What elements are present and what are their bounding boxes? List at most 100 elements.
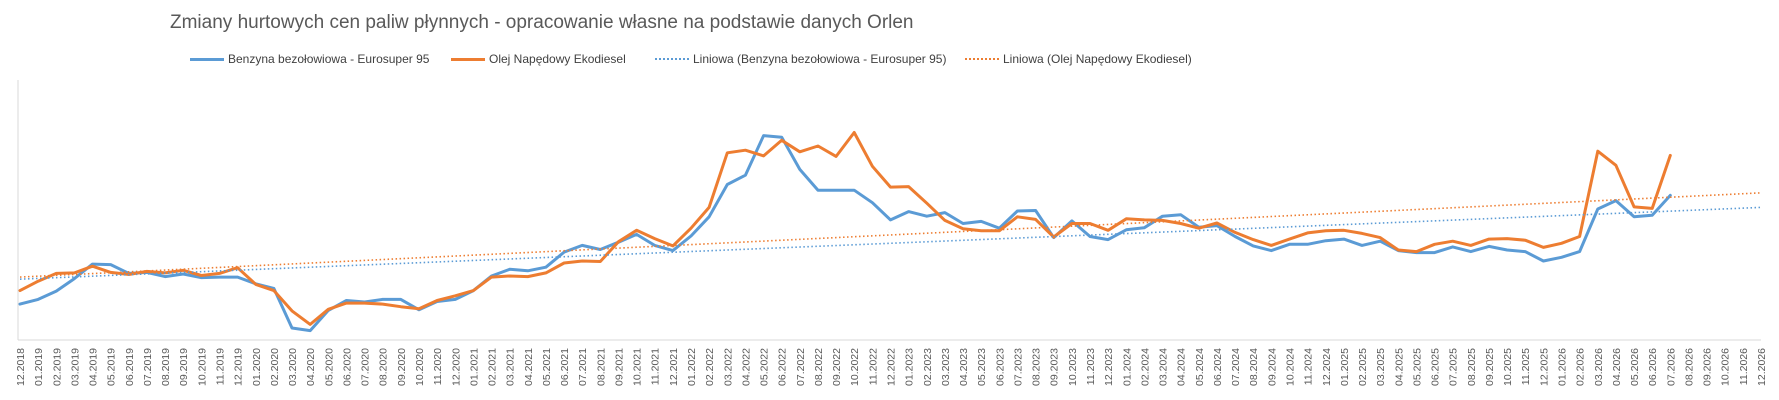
x-tick-label: 04.2024 (1176, 348, 1188, 386)
x-tick-label: 12.2018 (15, 348, 27, 386)
x-tick-label: 10.2020 (414, 348, 426, 386)
x-tick-label: 11.2026 (1738, 348, 1750, 385)
x-tick-label: 10.2021 (632, 348, 644, 386)
x-tick-label: 01.2023 (904, 348, 916, 386)
x-tick-label: 02.2026 (1575, 348, 1587, 386)
legend-item-diesel: Olej Napędowy Ekodiesel (451, 52, 626, 66)
x-tick-label: 09.2025 (1484, 348, 1496, 386)
x-tick-label: 10.2025 (1502, 348, 1514, 386)
x-tick-label: 12.2024 (1321, 348, 1333, 386)
legend-swatch-benzyna (190, 57, 224, 61)
x-tick-label: 04.2022 (740, 348, 752, 386)
x-tick-label: 08.2023 (1031, 348, 1043, 386)
x-tick-label: 03.2025 (1375, 348, 1387, 386)
x-tick-label: 05.2021 (541, 348, 553, 386)
x-tick-label: 11.2025 (1520, 348, 1532, 385)
x-tick-label: 05.2025 (1411, 348, 1423, 386)
x-tick-label: 01.2020 (251, 348, 263, 386)
x-tick-label: 09.2021 (613, 348, 625, 386)
x-tick-label: 10.2022 (849, 348, 861, 386)
x-tick-label: 08.2019 (160, 348, 172, 386)
x-tick-label: 05.2023 (976, 348, 988, 386)
x-tick-label: 08.2025 (1466, 348, 1478, 386)
x-tick-label: 12.2022 (886, 348, 898, 386)
x-tick-label: 12.2025 (1538, 348, 1550, 386)
x-tick-label: 08.2026 (1683, 348, 1695, 386)
x-tick-label: 11.2023 (1085, 348, 1097, 385)
x-tick-label: 01.2025 (1339, 348, 1351, 386)
x-tick-label: 02.2024 (1139, 348, 1151, 386)
x-tick-label: 09.2019 (178, 348, 190, 386)
x-tick-label: 12.2023 (1103, 348, 1115, 386)
x-tick-label: 02.2022 (704, 348, 716, 386)
legend-item-benzyna: Benzyna bezołowiowa - Eurosuper 95 (190, 52, 429, 66)
x-tick-label: 11.2024 (1303, 348, 1315, 385)
x-tick-label: 03.2024 (1158, 348, 1170, 386)
legend-swatch-diesel (451, 57, 485, 61)
x-tick-label: 04.2019 (88, 348, 100, 386)
x-tick-label: 05.2020 (323, 348, 335, 386)
trend-line-3 (19, 192, 1762, 278)
x-tick-label: 06.2023 (994, 348, 1006, 386)
x-tick-label: 01.2022 (686, 348, 698, 386)
x-tick-label: 07.2026 (1665, 348, 1677, 386)
legend-label-trend-diesel: Liniowa (Olej Napędowy Ekodiesel) (1003, 52, 1192, 66)
x-tick-label: 02.2023 (922, 348, 934, 386)
x-tick-label: 10.2026 (1720, 348, 1732, 386)
x-tick-label: 08.2024 (1248, 348, 1260, 386)
x-tick-label: 04.2025 (1393, 348, 1405, 386)
x-tick-label: 11.2021 (650, 348, 662, 385)
x-tick-label: 06.2020 (341, 348, 353, 386)
x-tick-label: 08.2021 (595, 348, 607, 386)
x-tick-label: 02.2021 (487, 348, 499, 386)
x-tick-label: 08.2022 (813, 348, 825, 386)
x-tick-label: 03.2026 (1593, 348, 1605, 386)
x-tick-label: 10.2023 (1067, 348, 1079, 386)
x-tick-label: 09.2022 (831, 348, 843, 386)
legend-label-diesel: Olej Napędowy Ekodiesel (489, 52, 626, 66)
x-tick-label: 01.2024 (1121, 348, 1133, 386)
x-tick-label: 12.2020 (450, 348, 462, 386)
x-tick-label: 09.2020 (396, 348, 408, 386)
chart-title: Zmiany hurtowych cen paliw płynnych - op… (170, 12, 914, 33)
x-tick-label: 04.2020 (305, 348, 317, 386)
x-tick-label: 06.2019 (124, 348, 136, 386)
series-line-0 (18, 134, 1672, 333)
x-tick-label: 07.2021 (577, 348, 589, 386)
x-tick-label: 03.2019 (69, 348, 81, 386)
x-tick-label: 11.2020 (432, 348, 444, 385)
series-line-1 (18, 131, 1672, 326)
x-tick-label: 04.2023 (958, 348, 970, 386)
x-tick-label: 10.2019 (196, 348, 208, 386)
x-tick-label: 02.2020 (269, 348, 281, 386)
x-tick-label: 05.2026 (1629, 348, 1641, 386)
x-tick-label: 03.2023 (940, 348, 952, 386)
x-tick-label: 09.2023 (1049, 348, 1061, 386)
x-tick-label: 07.2024 (1230, 348, 1242, 386)
x-tick-label: 02.2019 (51, 348, 63, 386)
x-tick-label: 06.2025 (1430, 348, 1442, 386)
x-tick-label: 01.2019 (33, 348, 45, 386)
x-tick-label: 03.2022 (722, 348, 734, 386)
x-tick-label: 01.2021 (468, 348, 480, 386)
x-tick-label: 06.2022 (777, 348, 789, 386)
x-tick-label: 03.2021 (505, 348, 517, 386)
x-tick-label: 05.2024 (1194, 348, 1206, 386)
x-tick-label: 11.2022 (867, 348, 879, 385)
x-tick-label: 12.2026 (1756, 348, 1768, 386)
x-tick-label: 11.2019 (214, 348, 226, 385)
x-tick-label: 04.2021 (523, 348, 535, 386)
x-tick-label: 12.2021 (668, 348, 680, 386)
x-tick-label: 05.2019 (106, 348, 118, 386)
legend-swatch-trend-benzyna (655, 58, 689, 60)
x-tick-label: 05.2022 (759, 348, 771, 386)
x-tick-label: 07.2025 (1448, 348, 1460, 386)
x-tick-label: 07.2022 (795, 348, 807, 386)
x-tick-label: 12.2019 (233, 348, 245, 386)
x-tick-label: 08.2020 (378, 348, 390, 386)
x-tick-label: 07.2019 (142, 348, 154, 386)
x-tick-label: 09.2026 (1702, 348, 1714, 386)
x-tick-label: 07.2023 (1012, 348, 1024, 386)
x-tick-label: 09.2024 (1266, 348, 1278, 386)
